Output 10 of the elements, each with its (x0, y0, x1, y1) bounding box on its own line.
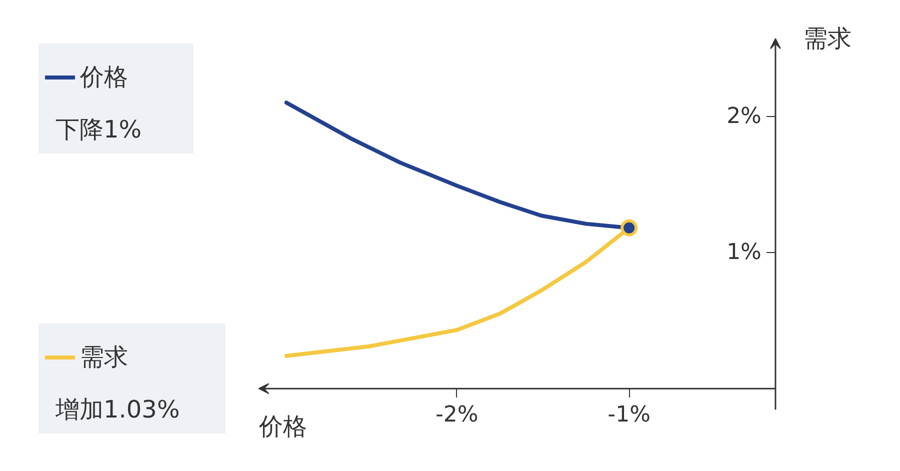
x-axis-title: 价格 (258, 412, 307, 441)
text: 下降1% (56, 116, 142, 144)
y-tick-label: 2% (726, 104, 762, 129)
x-tick-label: -1% (608, 402, 651, 428)
x-tick-label: -2% (435, 402, 478, 428)
y-axis-title: 需求 (803, 24, 852, 53)
legend-label: 价格 (80, 62, 128, 93)
text: 增加1.03% (54, 396, 180, 424)
y-tick-label: 1% (726, 240, 762, 265)
legend-label: 需求 (80, 342, 128, 373)
